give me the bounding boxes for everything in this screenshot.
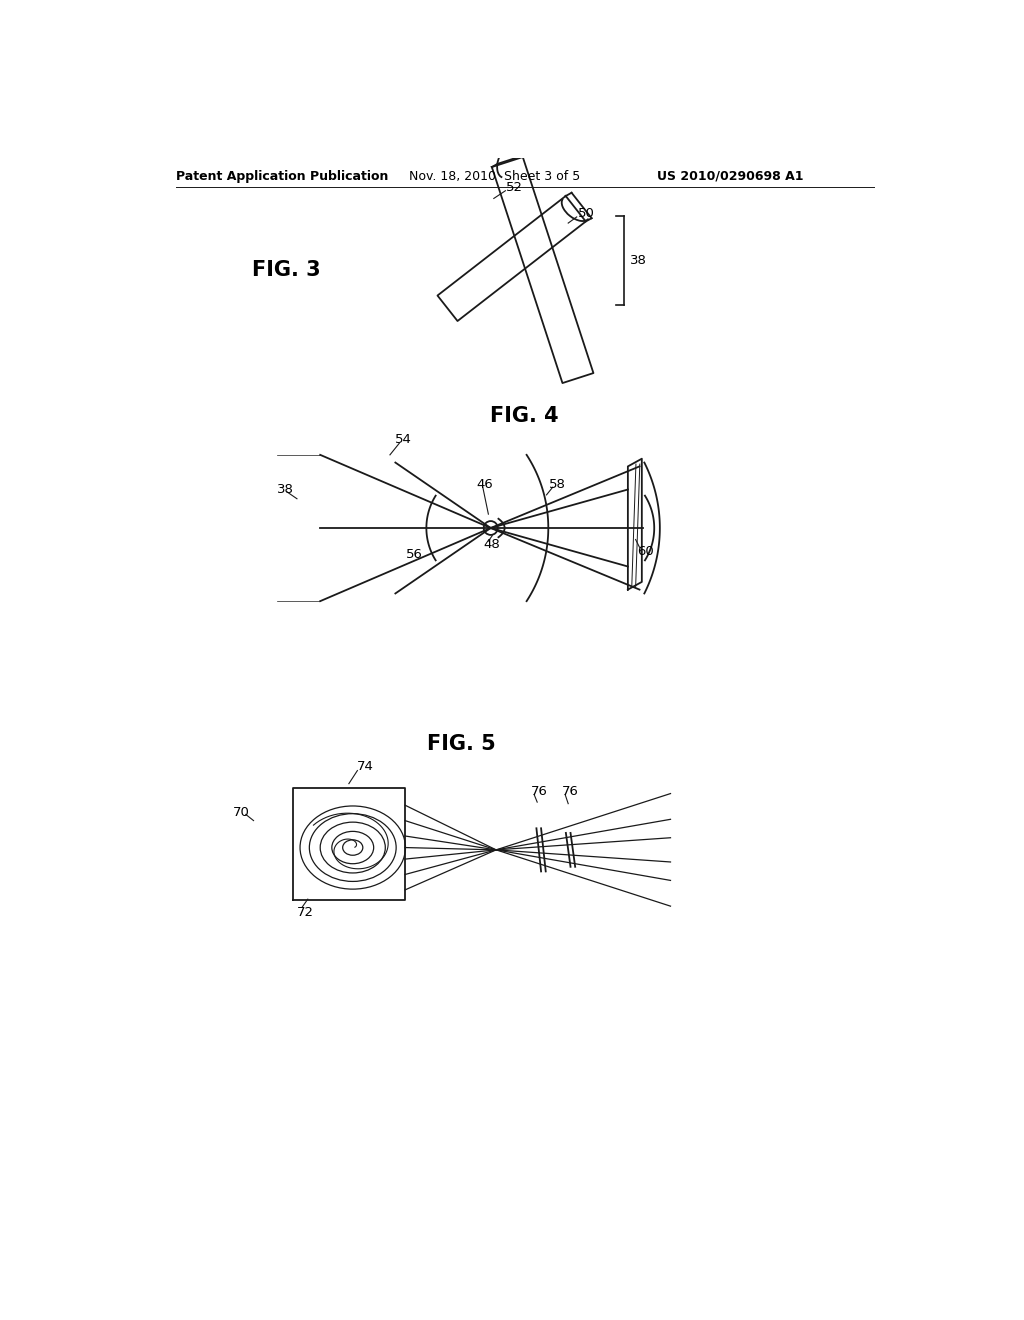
Text: 52: 52 — [506, 181, 523, 194]
Text: 54: 54 — [395, 433, 413, 446]
Text: 56: 56 — [406, 548, 422, 561]
Text: 48: 48 — [483, 539, 500, 552]
Text: FIG. 5: FIG. 5 — [427, 734, 496, 754]
Text: Nov. 18, 2010  Sheet 3 of 5: Nov. 18, 2010 Sheet 3 of 5 — [409, 169, 580, 182]
Text: 50: 50 — [578, 207, 594, 220]
Text: FIG. 3: FIG. 3 — [252, 260, 321, 280]
Text: FIG. 4: FIG. 4 — [490, 407, 559, 426]
Text: 70: 70 — [232, 807, 250, 820]
Text: 58: 58 — [549, 478, 565, 491]
Text: 38: 38 — [630, 253, 647, 267]
Text: 76: 76 — [562, 785, 579, 797]
Text: Patent Application Publication: Patent Application Publication — [176, 169, 388, 182]
Text: US 2010/0290698 A1: US 2010/0290698 A1 — [656, 169, 803, 182]
Text: 74: 74 — [356, 760, 374, 774]
Text: 60: 60 — [637, 545, 654, 557]
Text: 72: 72 — [297, 907, 314, 920]
Text: 76: 76 — [531, 785, 548, 797]
Text: 46: 46 — [477, 478, 494, 491]
Text: 38: 38 — [276, 483, 294, 496]
